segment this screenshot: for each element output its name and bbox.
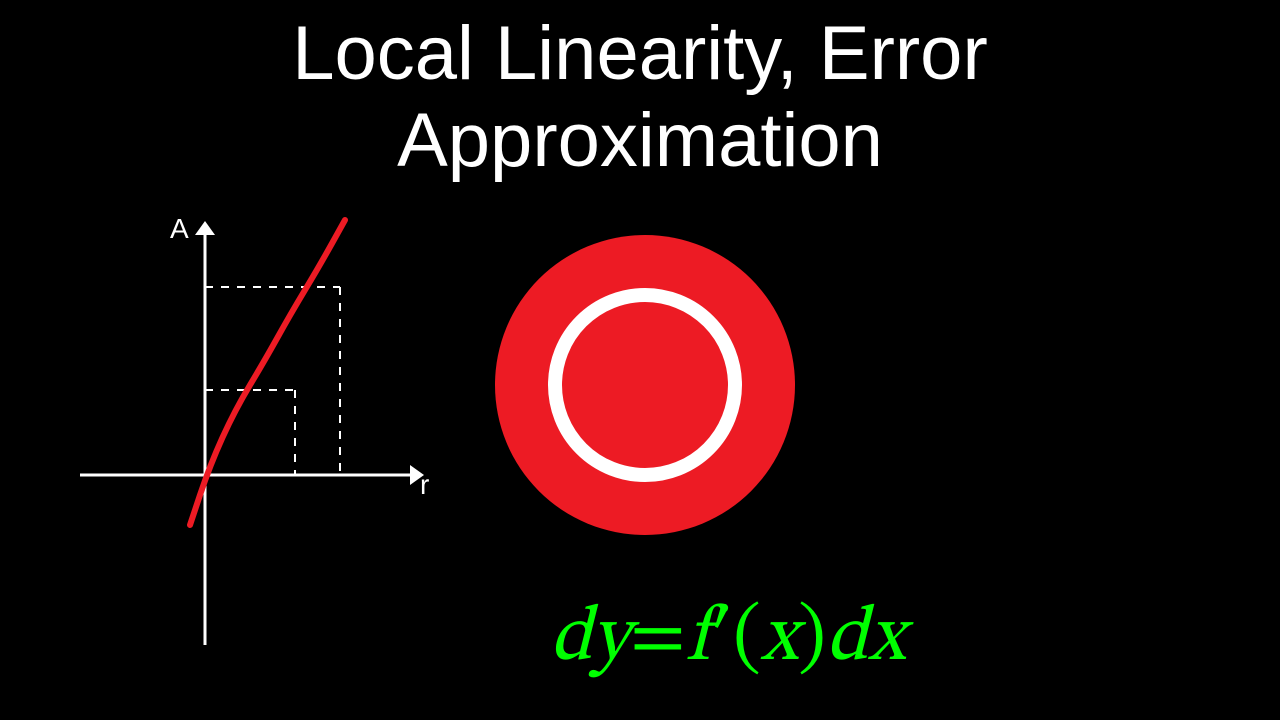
y-axis-label: A [170, 213, 189, 245]
x-axis-label: r [420, 469, 429, 501]
graph-svg [80, 215, 440, 655]
title-line-2: Approximation [397, 98, 883, 183]
graph-plot: A r [80, 215, 440, 655]
page-title: Local Linearity, Error Approximation [0, 10, 1280, 185]
title-line-1: Local Linearity, Error [292, 11, 988, 96]
error-ring-diagram [490, 230, 800, 540]
circle-svg [490, 230, 800, 540]
differential-formula: dy = f′(x)dx [550, 590, 905, 688]
